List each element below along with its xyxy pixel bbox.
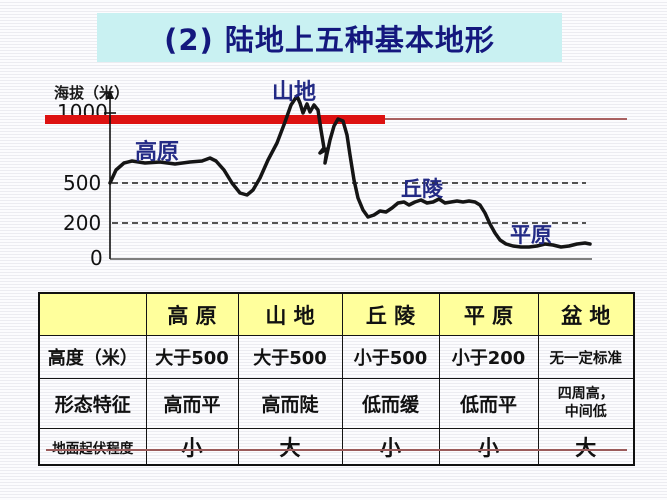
table-row-shape: 形态特征 高而平 高而陡 低而缓 低而平 四周高， 中间低 [38,378,635,429]
y-tick-200: 200 [63,211,102,235]
shape-basin: 四周高， 中间低 [537,378,635,429]
hills-label: 丘陵 [401,177,443,201]
relief-mountain: 大 [237,428,343,466]
header-hills: 丘 陵 [341,292,440,336]
row-label-shape: 形态特征 [38,378,147,429]
height-plateau: 大于500 [145,335,239,379]
relief-basin: 大 [537,428,635,466]
header-basin: 盆 地 [537,292,635,336]
relief-plain: 小 [438,428,539,466]
y-tick-500: 500 [63,171,102,195]
header-plain: 平 原 [438,292,539,336]
header-mountain: 山 地 [237,292,343,336]
row-label-relief: 地面起伏程度 [38,428,147,466]
plateau-label: 高原 [135,140,180,165]
y-axis-label: 海拔（米） [54,84,130,102]
slide-title-bar: (2) 陆地上五种基本地形 [97,13,562,62]
height-plain: 小于200 [438,335,539,379]
table-row-relief: 地面起伏程度 小 大 小 小 大 [38,428,635,466]
landform-comparison-table: 高 原 山 地 丘 陵 平 原 盆 地 高度（米） 大于500 大于500 小于… [38,292,635,466]
relief-plateau: 小 [145,428,239,466]
plain-label: 平原 [510,223,552,247]
slide-title: (2) 陆地上五种基本地形 [164,22,495,57]
table-header-row: 高 原 山 地 丘 陵 平 原 盆 地 [38,292,635,336]
mountain-label: 山地 [272,80,317,105]
shape-hills: 低而缓 [341,378,440,429]
decorative-underline [46,449,627,451]
y-tick-1000: 1000 [57,100,108,124]
shape-plateau: 高而平 [145,378,239,429]
y-tick-0: 0 [90,246,103,270]
height-hills: 小于500 [341,335,440,379]
header-plateau: 高 原 [145,292,239,336]
height-basin: 无一定标准 [537,335,635,379]
row-label-height: 高度（米） [38,335,147,379]
shape-plain: 低而平 [438,378,539,429]
table-row-height: 高度（米） 大于500 大于500 小于500 小于200 无一定标准 [38,335,635,379]
relief-hills: 小 [341,428,440,466]
height-mountain: 大于500 [237,335,343,379]
shape-mountain: 高而陡 [237,378,343,429]
header-empty-cell [38,292,147,336]
